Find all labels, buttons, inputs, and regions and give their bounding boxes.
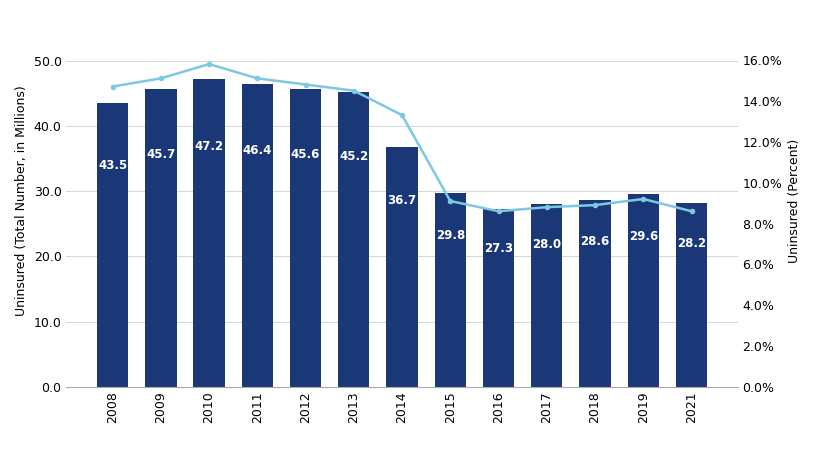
Text: 28.2: 28.2: [677, 237, 706, 250]
Text: 27.3: 27.3: [484, 242, 513, 254]
Bar: [145, 89, 176, 387]
Text: 45.2: 45.2: [339, 151, 369, 163]
Bar: [531, 204, 562, 387]
Text: 28.0: 28.0: [532, 238, 561, 251]
Text: 47.2: 47.2: [194, 140, 224, 153]
Bar: [579, 201, 610, 387]
Bar: [193, 79, 224, 387]
Y-axis label: Uninsured (Total Number, in Millions): Uninsured (Total Number, in Millions): [15, 85, 28, 316]
Text: 45.7: 45.7: [146, 148, 175, 161]
Text: 45.6: 45.6: [290, 148, 320, 161]
Bar: [628, 194, 659, 387]
Bar: [676, 203, 707, 387]
Text: 29.8: 29.8: [436, 229, 465, 242]
Bar: [435, 193, 466, 387]
Y-axis label: Uninsured (Percent): Uninsured (Percent): [788, 139, 801, 263]
Bar: [387, 147, 418, 387]
Bar: [290, 89, 322, 387]
Bar: [242, 84, 273, 387]
Bar: [338, 92, 370, 387]
Text: 36.7: 36.7: [388, 194, 417, 207]
Text: 28.6: 28.6: [580, 235, 610, 248]
Bar: [483, 209, 514, 387]
Text: 29.6: 29.6: [628, 230, 658, 243]
Text: 46.4: 46.4: [242, 144, 272, 157]
Bar: [97, 103, 128, 387]
Text: 43.5: 43.5: [98, 159, 127, 172]
